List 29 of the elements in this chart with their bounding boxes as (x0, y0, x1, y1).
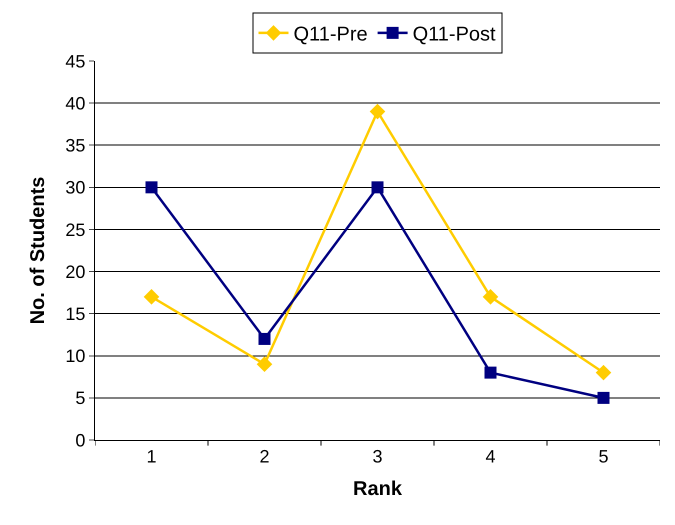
point (258, 332, 270, 345)
y-tick-label: 30 (65, 178, 86, 198)
y-tick-label: 5 (75, 388, 86, 408)
point (146, 181, 158, 194)
x-tick-label: 5 (598, 446, 609, 467)
y-tick-label: 20 (65, 262, 86, 282)
point (370, 104, 386, 120)
point (256, 356, 272, 372)
point (144, 289, 160, 305)
y-axis-title: No. of Students (26, 176, 49, 324)
y-tick-label: 0 (75, 430, 86, 450)
legend-label: Q11-Post (412, 24, 496, 46)
y-tick-label: 25 (65, 220, 86, 240)
legend-label: Q11-Pre (294, 24, 368, 46)
point (482, 289, 498, 305)
y-tick-label: 45 (65, 51, 86, 72)
point (484, 366, 496, 379)
x-tick-label: 4 (485, 446, 496, 467)
x-tick-label: 2 (259, 446, 270, 467)
point (598, 392, 610, 404)
x-tick-label: 1 (146, 446, 157, 467)
y-tick-label: 15 (65, 304, 86, 324)
y-tick-label: 40 (65, 93, 86, 114)
point (596, 364, 612, 380)
x-axis-title: Rank (353, 478, 403, 500)
point (372, 181, 384, 194)
y-tick-label: 35 (65, 136, 86, 156)
x-tick-label: 3 (372, 446, 383, 467)
y-tick-label: 10 (65, 346, 86, 366)
